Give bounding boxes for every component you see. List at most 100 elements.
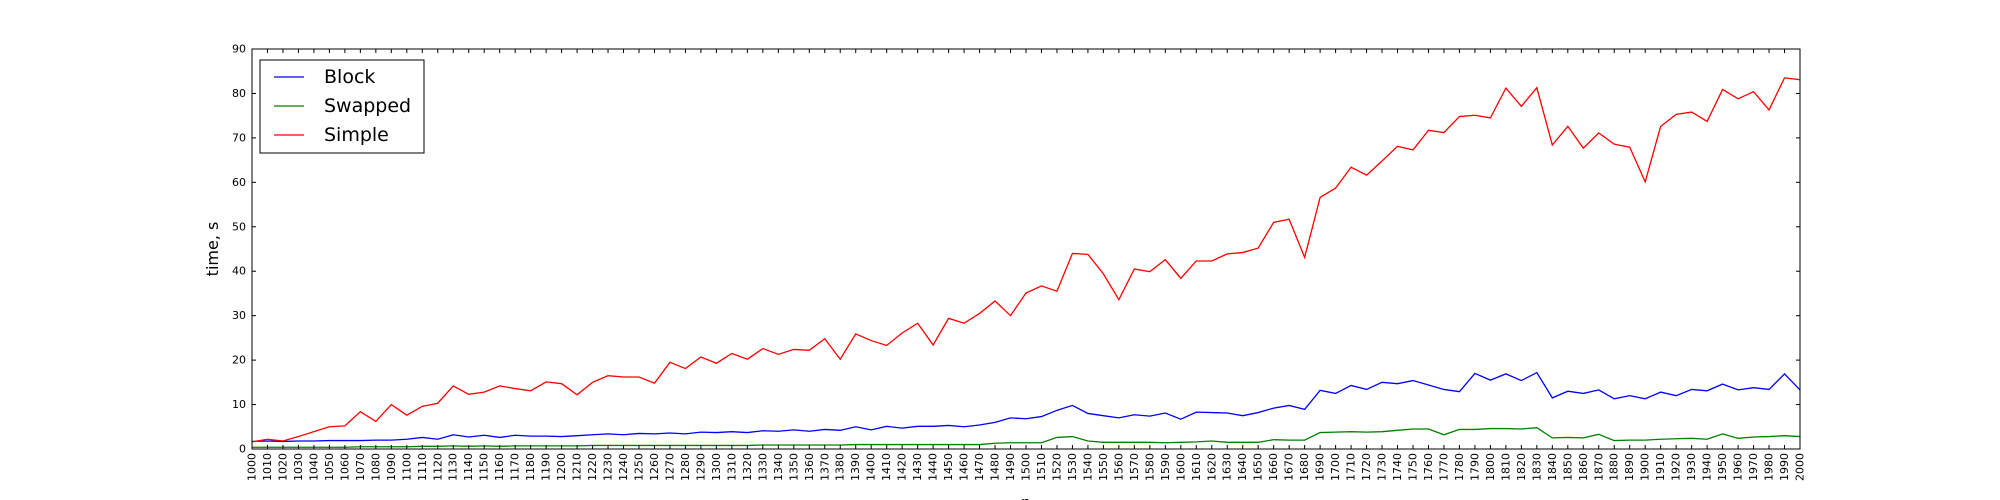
y-tick-label: 60 — [232, 176, 246, 189]
x-tick-label: 1450 — [942, 453, 955, 481]
x-tick-label: 1480 — [989, 453, 1002, 481]
x-tick-label: 1300 — [710, 453, 723, 481]
x-tick-label: 1990 — [1778, 453, 1791, 481]
x-tick-label: 1550 — [1097, 453, 1110, 481]
x-tick-label: 1150 — [478, 453, 491, 481]
x-tick-label: 1290 — [694, 453, 707, 481]
y-tick-label: 70 — [232, 131, 246, 144]
x-tick-label: 1270 — [663, 453, 676, 481]
x-tick-label: 1730 — [1376, 453, 1389, 481]
x-tick-label: 1680 — [1298, 453, 1311, 481]
x-tick-label: 1040 — [307, 453, 320, 481]
x-tick-label: 1810 — [1499, 453, 1512, 481]
x-tick-label: 1490 — [1004, 453, 1017, 481]
x-tick-label: 1010 — [261, 453, 274, 481]
y-tick-label: 80 — [232, 87, 246, 100]
x-tick-label: 1720 — [1360, 453, 1373, 481]
x-tick-label: 1380 — [834, 453, 847, 481]
x-tick-label: 1050 — [323, 453, 336, 481]
x-tick-label: 1470 — [973, 453, 986, 481]
x-tick-label: 1220 — [586, 453, 599, 481]
x-tick-label: 1880 — [1608, 453, 1621, 481]
x-tick-label: 1100 — [400, 453, 413, 481]
x-tick-label: 1020 — [276, 453, 289, 481]
x-tick-label: 1970 — [1747, 453, 1760, 481]
x-tick-label: 1510 — [1035, 453, 1048, 481]
x-tick-label: 1780 — [1453, 453, 1466, 481]
x-tick-label: 1370 — [818, 453, 831, 481]
x-tick-label: 1090 — [385, 453, 398, 481]
plot-frame — [251, 48, 1801, 450]
x-tick-label: 1820 — [1515, 453, 1528, 481]
x-tick-label: 1350 — [787, 453, 800, 481]
x-tick-label: 1620 — [1205, 453, 1218, 481]
x-tick-label: 1580 — [1143, 453, 1156, 481]
x-tick-label: 1840 — [1546, 453, 1559, 481]
x-tick-label: 1750 — [1407, 453, 1420, 481]
series-line-simple — [251, 77, 1801, 443]
x-tick-label: 1670 — [1283, 453, 1296, 481]
x-tick-label: 1800 — [1484, 453, 1497, 481]
y-tick-label: 50 — [232, 220, 246, 233]
legend-label-swapped: Swapped — [324, 95, 411, 117]
x-tick-label: 1030 — [292, 453, 305, 481]
x-tick-label: 1630 — [1221, 453, 1234, 481]
y-tick-label: 10 — [232, 398, 246, 411]
x-tick-label: 1900 — [1639, 453, 1652, 481]
series-line-block — [251, 371, 1801, 443]
x-tick-label: 1080 — [369, 453, 382, 481]
x-axis-label: n — [1021, 493, 1031, 500]
y-tick-label: 40 — [232, 265, 246, 278]
x-tick-label: 1960 — [1732, 453, 1745, 481]
x-tick-label: 1430 — [911, 453, 924, 481]
y-axis-label: time, s — [203, 222, 222, 277]
x-tick-label: 1440 — [927, 453, 940, 481]
x-tick-label: 1210 — [571, 453, 584, 481]
x-tick-label: 1830 — [1530, 453, 1543, 481]
x-tick-label: 1320 — [741, 453, 754, 481]
x-tick-label: 1940 — [1701, 453, 1714, 481]
x-tick-label: 1590 — [1159, 453, 1172, 481]
x-tick-label: 1340 — [772, 453, 785, 481]
legend-label-simple: Simple — [324, 124, 389, 146]
x-tick-label: 1410 — [880, 453, 893, 481]
ticks-layer: 1000 1010 1020 1030 1040 1050 1060 1070 1080 1090… — [232, 43, 1807, 482]
x-tick-label: 1530 — [1066, 453, 1079, 481]
x-tick-label: 1700 — [1329, 453, 1342, 481]
x-tick-label: 1560 — [1112, 453, 1125, 481]
x-tick-label: 1640 — [1236, 453, 1249, 481]
x-tick-label: 1250 — [633, 453, 646, 481]
x-tick-label: 1130 — [447, 453, 460, 481]
x-tick-label: 1390 — [849, 453, 862, 481]
x-tick-label: 1600 — [1174, 453, 1187, 481]
x-tick-label: 1280 — [679, 453, 692, 481]
x-tick-label: 1930 — [1685, 453, 1698, 481]
x-tick-label: 1360 — [803, 453, 816, 481]
x-tick-label: 1520 — [1050, 453, 1063, 481]
x-tick-label: 1740 — [1391, 453, 1404, 481]
x-tick-label: 1200 — [555, 453, 568, 481]
x-tick-label: 1570 — [1128, 453, 1141, 481]
x-tick-label: 1760 — [1422, 453, 1435, 481]
x-tick-label: 1950 — [1716, 453, 1729, 481]
series-layer — [251, 77, 1801, 448]
x-tick-label: 1180 — [524, 453, 537, 481]
x-tick-label: 1330 — [756, 453, 769, 481]
x-tick-label: 1910 — [1654, 453, 1667, 481]
x-tick-label: 1890 — [1623, 453, 1636, 481]
x-tick-label: 1240 — [617, 453, 630, 481]
x-tick-label: 1070 — [354, 453, 367, 481]
x-tick-label: 1260 — [648, 453, 661, 481]
x-tick-label: 1190 — [540, 453, 553, 481]
y-tick-label: 30 — [232, 309, 246, 322]
x-tick-label: 1160 — [493, 453, 506, 481]
x-tick-label: 1650 — [1252, 453, 1265, 481]
x-tick-label: 1460 — [958, 453, 971, 481]
x-tick-label: 1790 — [1468, 453, 1481, 481]
y-tick-label: 90 — [232, 43, 246, 56]
x-tick-label: 1980 — [1763, 453, 1776, 481]
x-tick-label: 1870 — [1592, 453, 1605, 481]
x-tick-label: 1690 — [1314, 453, 1327, 481]
series-line-swapped — [252, 427, 1801, 448]
